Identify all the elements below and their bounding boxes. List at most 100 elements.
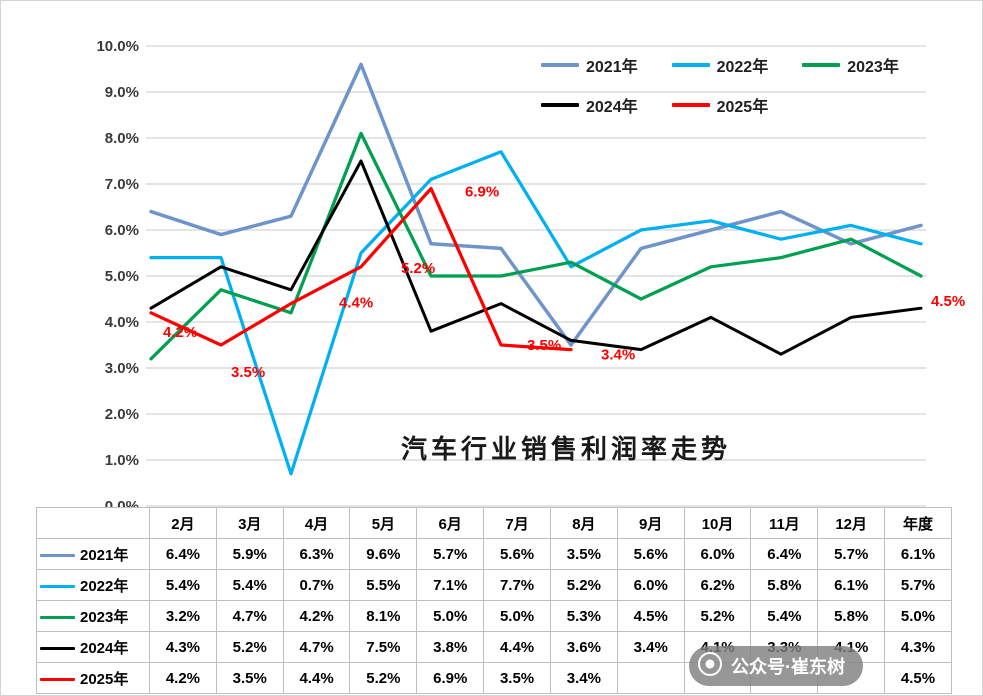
table-column-header: 12月	[817, 507, 886, 539]
legend-label: 2022年	[716, 59, 769, 76]
table-cell: 6.9%	[416, 662, 485, 694]
y-axis-tick-label: 0.0%	[105, 498, 139, 507]
legend-label: 2024年	[586, 99, 638, 116]
legend-line-swatch	[541, 103, 579, 107]
table-cell: 6.1%	[817, 569, 886, 601]
watermark-logo-icon	[697, 651, 723, 682]
table-cell: 3.4%	[616, 631, 685, 663]
table-cell: 5.8%	[750, 569, 819, 601]
series-row-header: 2024年	[36, 631, 150, 663]
table-cell: 4.3%	[149, 631, 217, 663]
series-row-header: 2023年	[36, 600, 150, 632]
table-cell: 6.4%	[750, 538, 819, 570]
table-cell: 5.5%	[349, 569, 418, 601]
table-cell: 3.5%	[483, 662, 551, 694]
table-cell: 4.7%	[215, 600, 284, 632]
legend-line-swatch	[802, 63, 841, 67]
series-name: 2025年	[80, 670, 129, 688]
table-cell: 5.3%	[549, 600, 618, 632]
data-label: 5.2%	[401, 260, 435, 277]
legend-line-swatch	[671, 63, 710, 67]
table-corner-cell	[36, 507, 150, 539]
legend-label: 2023年	[847, 59, 899, 76]
table-cell: 4.3%	[884, 631, 952, 663]
table-cell: 6.0%	[683, 538, 752, 570]
table-column-header: 2月	[149, 507, 217, 539]
data-label: 4.2%	[163, 324, 197, 341]
table-cell: 5.4%	[750, 600, 819, 632]
y-axis-tick-label: 8.0%	[105, 130, 139, 147]
table-row: 2024年4.3%5.2%4.7%7.5%3.8%4.4%3.6%3.4%4.1…	[36, 631, 952, 663]
table-cell: 0.7%	[282, 569, 351, 601]
y-axis-tick-label: 5.0%	[105, 268, 139, 285]
legend-label: 2025年	[716, 99, 769, 116]
legend-item: 2021年	[541, 53, 638, 77]
legend-item: 2025年	[671, 93, 769, 117]
table-column-header: 4月	[282, 507, 351, 539]
table-cell: 4.2%	[149, 662, 217, 694]
table-cell: 3.4%	[549, 662, 618, 694]
chart-legend: 2021年 2022年 2023年 2024年 2025年	[541, 53, 899, 133]
table-cell: 3.5%	[549, 538, 618, 570]
series-row-header: 2025年	[36, 662, 150, 694]
table-column-header: 8月	[549, 507, 618, 539]
table-cell: 6.3%	[282, 538, 351, 570]
data-label: 4.4%	[339, 295, 373, 312]
y-axis-tick-label: 6.0%	[105, 222, 139, 239]
table-column-header: 年度	[884, 507, 952, 539]
legend-line-swatch	[671, 103, 710, 107]
legend-row: 2021年 2022年 2023年	[541, 53, 899, 77]
legend-item: 2022年	[671, 53, 769, 77]
table-cell: 9.6%	[349, 538, 418, 570]
table-row: 2023年 3.2% 4.7% 4.2% 8.1% 5.0% 5.0% 5.3% 4.5% 5.2…	[36, 600, 952, 632]
series-line	[149, 131, 923, 361]
watermark-text: 公众号·崔东树	[731, 657, 845, 677]
table-cell: 5.0%	[416, 600, 485, 632]
table-cell: 3.8%	[416, 631, 485, 663]
table-cell: 5.2%	[683, 600, 752, 632]
table-cell: 5.2%	[549, 569, 618, 601]
table-column-header: 7月	[483, 507, 551, 539]
series-name: 2024年	[80, 639, 129, 657]
table-column-header: 11月	[750, 507, 819, 539]
table-cell: 7.7%	[483, 569, 551, 601]
legend-label: 2021年	[586, 59, 638, 76]
table-cell: 5.8%	[817, 600, 886, 632]
table-cell: 5.7%	[817, 538, 886, 570]
watermark: 公众号·崔东树	[689, 646, 863, 686]
series-line-swatch	[40, 678, 75, 682]
table-cell: 6.4%	[149, 538, 217, 570]
series-line	[149, 150, 923, 476]
series-line-swatch	[40, 616, 75, 620]
y-axis-tick-label: 3.0%	[105, 360, 139, 377]
table-cell: 5.0%	[483, 600, 551, 632]
table-cell: 5.2%	[349, 662, 418, 694]
table-column-header: 6月	[416, 507, 485, 539]
series-line	[149, 62, 923, 347]
table-column-header: 3月	[215, 507, 284, 539]
table-cell: 4.4%	[282, 662, 351, 694]
table-cell: 4.5%	[616, 600, 685, 632]
profit-margin-line-chart: 0.0% 1.0% 2.0% 3.0% 4.0% 5.0% 6.0% 7.0% 8.0% 9.0%…	[96, 38, 965, 507]
table-cell: 3.6%	[549, 631, 618, 663]
data-label: 3.4%	[601, 347, 635, 364]
data-label: 3.5%	[231, 364, 265, 381]
table-cell: 4.5%	[884, 662, 952, 694]
table-cell: 3.2%	[149, 600, 217, 632]
table-cell: 5.7%	[884, 569, 952, 601]
table-cell: 4.2%	[282, 600, 351, 632]
table-cell: 7.5%	[349, 631, 418, 663]
series-line	[149, 186, 573, 352]
table-cell: 5.6%	[483, 538, 551, 570]
table-cell: 5.7%	[416, 538, 485, 570]
table-cell: 5.4%	[149, 569, 217, 601]
y-axis-tick-label: 9.0%	[105, 84, 139, 101]
series-line	[149, 159, 923, 356]
table-row: 2021年 6.4% 5.9% 6.3% 9.6% 5.7% 5.6% 3.5% 5.6% 6.0…	[36, 538, 952, 570]
data-label: 4.5%	[931, 293, 965, 310]
table-header-row: 2月 3月 4月 5月 6月 7月 8月 9月 10月 11月 12月 年度	[36, 507, 952, 539]
y-axis-tick-label: 2.0%	[105, 406, 139, 423]
legend-row: 2024年 2025年	[541, 93, 899, 117]
data-table: 2月 3月 4月 5月 6月 7月 8月 9月 10月 11月 12月 年度 2021年 6.4% 5.9…	[36, 507, 952, 694]
